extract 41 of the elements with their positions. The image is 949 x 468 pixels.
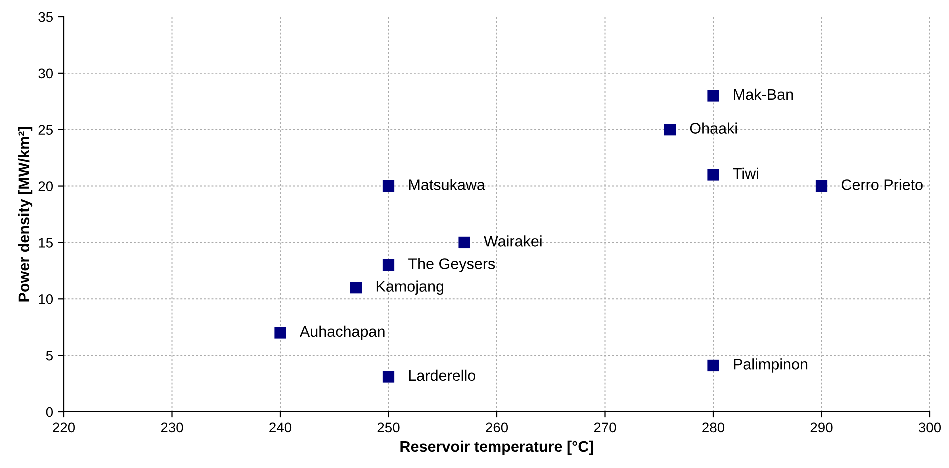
annotation: Larderello (409, 370, 476, 382)
y-tick-label: 15 (39, 238, 54, 248)
annotation: The Geysers (408, 258, 496, 272)
point (708, 360, 720, 372)
annotation: Mak-Ban (734, 88, 794, 100)
point (274, 327, 286, 339)
point (350, 282, 362, 294)
point (382, 259, 395, 272)
annotation: Auhachapan (300, 326, 385, 340)
annotation: Kamojang (376, 280, 444, 295)
annotation: Matsukawa (409, 179, 486, 190)
y-tick-label: 25 (38, 125, 54, 136)
point (382, 180, 395, 192)
point (382, 371, 395, 383)
annotation: Wairakei (484, 236, 542, 247)
y-tick-label: 30 (38, 68, 54, 79)
point (708, 169, 720, 181)
x-tick-label: 260 (486, 422, 508, 433)
x-tick-label: 240 (270, 422, 292, 433)
point (708, 90, 720, 102)
x-tick-label: 300 (918, 422, 942, 433)
x-axis-title: Reservoir temperature [°C] (400, 440, 594, 456)
point (816, 180, 828, 192)
y-tick-label: 20 (38, 182, 54, 192)
x-tick-label: 270 (594, 422, 616, 433)
x-tick-label: 250 (378, 422, 400, 433)
y-axis-title: Power density [MW/km²] (18, 127, 33, 302)
annotation: Ohaaki (690, 122, 738, 134)
point (664, 124, 676, 136)
y-tick-label: 0 (46, 407, 54, 418)
annotation: Tiwi (733, 168, 758, 179)
y-tick-label: 5 (46, 351, 53, 361)
y-tick-label: 10 (39, 294, 54, 304)
annotation: Palimpinon (734, 358, 808, 373)
point (458, 236, 470, 249)
annotation: Cerro Prieto (842, 179, 923, 190)
x-tick-label: 290 (810, 422, 833, 433)
x-tick-label: 230 (161, 422, 184, 433)
x-tick-label: 280 (702, 422, 725, 433)
y-tick-label: 35 (38, 12, 54, 22)
x-tick-label: 220 (53, 422, 76, 433)
